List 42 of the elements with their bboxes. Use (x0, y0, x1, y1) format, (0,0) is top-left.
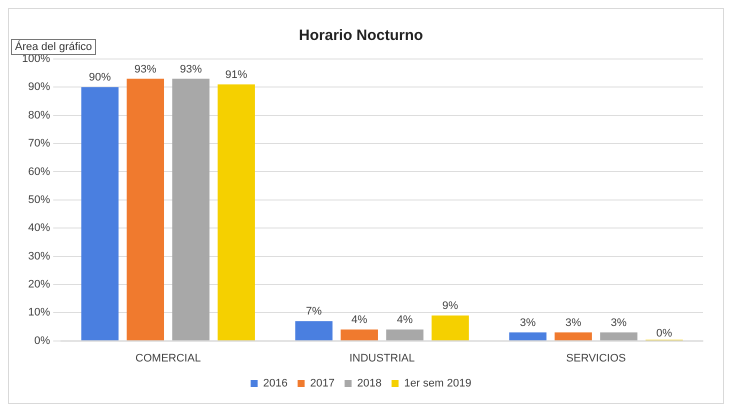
y-tick-label: 70% (28, 138, 50, 150)
bar (340, 330, 378, 340)
bar (509, 332, 546, 340)
bar (81, 87, 119, 340)
data-label: 4% (351, 314, 368, 326)
bar (554, 332, 592, 340)
legend-label: 1er sem 2019 (404, 378, 472, 390)
data-label: 91% (225, 68, 248, 81)
data-label: 9% (442, 300, 458, 312)
data-label: 0% (656, 327, 672, 340)
bar (295, 321, 333, 340)
y-tick-label: 80% (28, 109, 50, 122)
bar (386, 330, 424, 340)
x-tick-label: INDUSTRIAL (349, 352, 415, 364)
bar (126, 78, 164, 340)
bar (172, 78, 210, 340)
legend-label: 2016 (263, 378, 288, 390)
chart-title: Horario Nocturno (298, 27, 424, 44)
y-tick-label: 30% (28, 250, 50, 262)
data-label: 4% (396, 314, 413, 326)
x-tick-label: SERVICIOS (566, 352, 626, 364)
x-tick-label: COMERCIAL (135, 352, 201, 364)
data-label: 3% (520, 316, 536, 329)
bar (600, 332, 638, 340)
legend-label: 2017 (310, 378, 335, 390)
y-tick-label: 50% (28, 194, 50, 206)
data-label: 7% (306, 306, 322, 318)
bar (218, 84, 255, 340)
data-label: 93% (134, 63, 157, 76)
y-tick-label: 60% (28, 166, 50, 178)
data-label: 3% (565, 316, 582, 329)
y-tick-label: 0% (34, 334, 50, 347)
y-tick-label: 20% (28, 278, 50, 290)
data-label: 3% (610, 316, 627, 329)
legend-label: 2018 (357, 378, 382, 390)
y-tick-label: 40% (28, 222, 50, 234)
y-tick-label: 10% (28, 306, 50, 319)
data-label: 90% (88, 72, 112, 84)
data-label: 93% (180, 63, 202, 76)
y-tick-label: 90% (28, 81, 50, 94)
bar (432, 315, 469, 340)
text: Área del gráfico (11, 39, 96, 55)
